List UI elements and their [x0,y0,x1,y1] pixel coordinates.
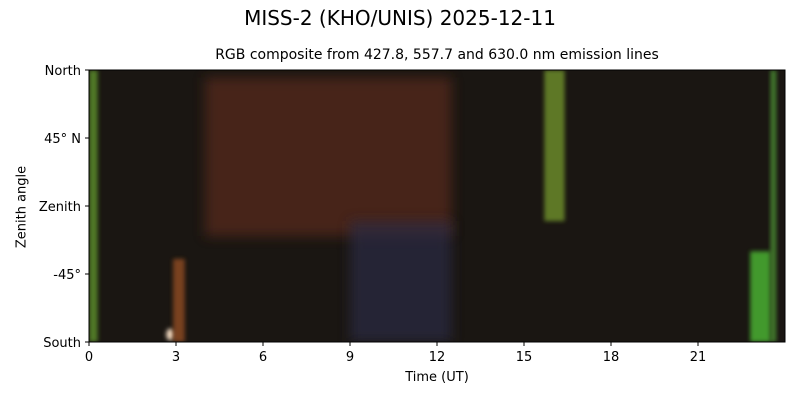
y-tick-label: Zenith [39,200,81,215]
x-tick-label: 3 [172,350,180,365]
x-tick-label: 21 [690,350,707,365]
y-tick-label: South [43,336,81,351]
feature-orange-streak [173,258,185,342]
x-tick-label: 6 [259,350,267,365]
feature-green-streak [770,70,777,342]
x-tick-label: 18 [603,350,620,365]
y-tick-label: 45° N [44,132,81,147]
chart-subtitle: RGB composite from 427.8, 557.7 and 630.… [215,47,659,63]
y-axis-ticks: North 45° N Zenith -45° South [39,64,89,351]
y-tick-label: North [45,64,81,79]
feature-blue-region [350,221,452,342]
x-tick-label: 15 [516,350,533,365]
feature-green-streak [750,251,771,342]
feature-green-arc [544,70,565,222]
feature-red-band [205,77,452,237]
x-axis-ticks: 0 3 6 9 12 15 18 21 [85,342,706,365]
figure-title: MISS-2 (KHO/UNIS) 2025-12-11 [244,6,556,30]
feature-bright-spot [166,328,175,341]
x-tick-label: 0 [85,350,93,365]
x-tick-label: 12 [429,350,446,365]
plot-area [89,70,785,342]
x-tick-label: 9 [346,350,354,365]
y-tick-label: -45° [53,268,81,283]
feature-green-streak [89,70,98,342]
x-axis-label: Time (UT) [405,370,469,385]
